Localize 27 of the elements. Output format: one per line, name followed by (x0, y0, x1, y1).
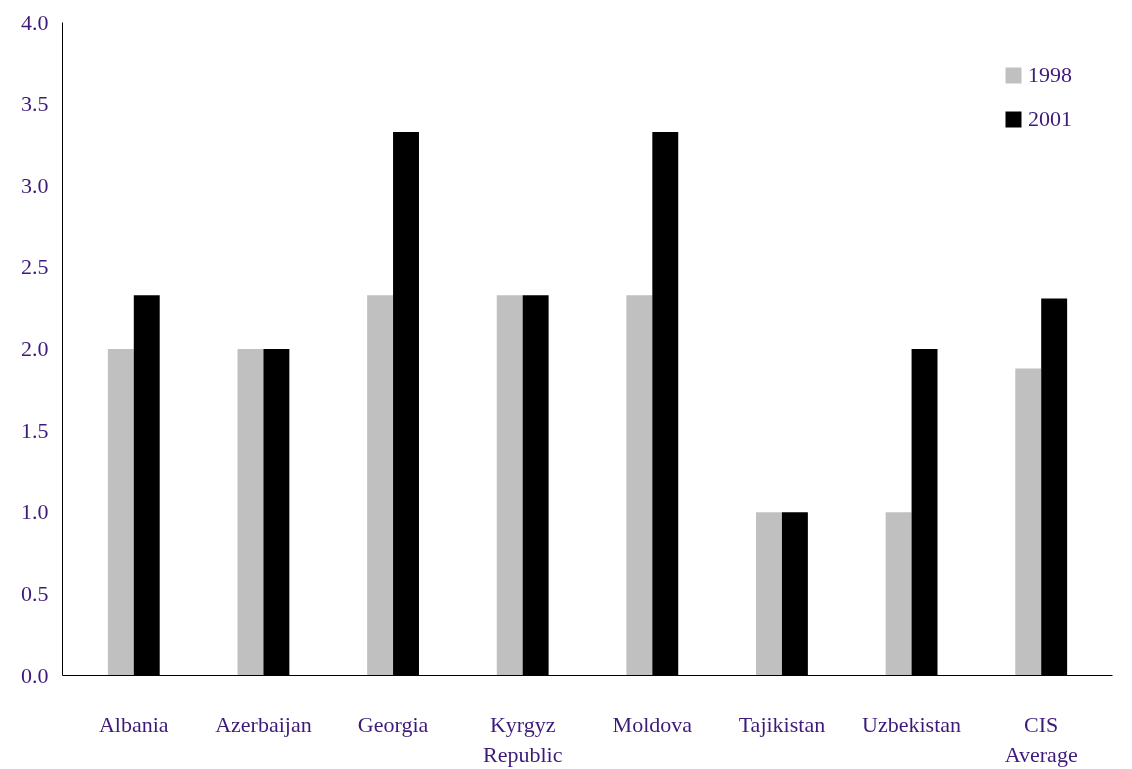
x-tick-label: Georgia (357, 711, 429, 737)
y-tick-label: 3.5 (21, 91, 49, 117)
y-tick-label: 2.0 (21, 336, 49, 361)
x-tick-label: Kyrgyz Republic (482, 711, 563, 767)
legend-label: 2001 (1028, 106, 1072, 132)
bar (237, 349, 264, 676)
bar (626, 295, 653, 676)
x-tick-label: Moldova (612, 711, 693, 737)
bar (1015, 368, 1042, 676)
y-tick-label: 3.0 (21, 172, 49, 198)
x-tick-label: Tajikistan (738, 711, 826, 737)
bar (367, 295, 394, 676)
x-tick-label: CIS Average (1004, 711, 1078, 767)
bar (885, 512, 912, 676)
bar (496, 295, 523, 676)
y-tick-label: 0.0 (21, 662, 49, 688)
y-tick-label: 1.0 (21, 499, 49, 525)
legend-label: 1998 (1028, 62, 1072, 88)
y-tick-label: 4.0 (21, 9, 49, 35)
x-tick-label: Uzbekistan (862, 711, 962, 737)
y-tick-label: 1.5 (21, 417, 49, 443)
bar (107, 349, 134, 676)
y-tick-label: 2.5 (21, 254, 49, 280)
y-tick-label: 0.5 (21, 580, 49, 606)
x-tick-label: Albania (98, 711, 169, 737)
bar (756, 512, 782, 676)
x-tick-label: Azerbaijan (215, 711, 312, 737)
